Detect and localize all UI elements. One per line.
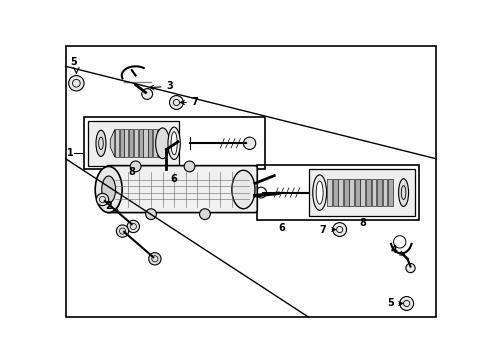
- Text: 2: 2: [105, 202, 119, 212]
- Polygon shape: [134, 130, 138, 157]
- Circle shape: [130, 161, 141, 172]
- Text: 6: 6: [278, 223, 285, 233]
- Text: 5: 5: [387, 298, 403, 309]
- Polygon shape: [371, 179, 376, 206]
- Polygon shape: [349, 179, 354, 206]
- Circle shape: [127, 220, 140, 233]
- Polygon shape: [344, 179, 348, 206]
- Text: 7: 7: [180, 98, 198, 108]
- Polygon shape: [139, 130, 143, 157]
- Circle shape: [199, 209, 210, 220]
- Polygon shape: [388, 179, 393, 206]
- Polygon shape: [361, 179, 365, 206]
- Circle shape: [97, 193, 109, 206]
- Bar: [88, 121, 179, 166]
- Ellipse shape: [96, 130, 106, 156]
- Bar: [309, 169, 415, 216]
- Polygon shape: [115, 130, 119, 157]
- Circle shape: [149, 253, 161, 265]
- Polygon shape: [148, 130, 152, 157]
- Polygon shape: [383, 179, 387, 206]
- Ellipse shape: [102, 176, 116, 203]
- Ellipse shape: [232, 170, 255, 209]
- Polygon shape: [327, 179, 332, 206]
- Ellipse shape: [95, 166, 122, 213]
- Ellipse shape: [313, 175, 327, 210]
- Text: 8: 8: [128, 167, 135, 177]
- Bar: [84, 117, 265, 170]
- Polygon shape: [110, 130, 115, 157]
- Polygon shape: [355, 179, 360, 206]
- Text: 4: 4: [391, 244, 404, 255]
- Bar: [257, 165, 419, 220]
- Ellipse shape: [171, 132, 177, 155]
- Polygon shape: [333, 179, 338, 206]
- Circle shape: [406, 264, 415, 273]
- Ellipse shape: [316, 181, 323, 204]
- Circle shape: [244, 137, 256, 149]
- Polygon shape: [124, 130, 128, 157]
- Circle shape: [170, 95, 183, 109]
- Polygon shape: [366, 179, 370, 206]
- Circle shape: [146, 209, 156, 220]
- Circle shape: [400, 297, 414, 310]
- Polygon shape: [339, 179, 343, 206]
- Polygon shape: [377, 179, 382, 206]
- Text: 5: 5: [71, 57, 77, 67]
- Polygon shape: [153, 130, 157, 157]
- Circle shape: [117, 225, 129, 237]
- Circle shape: [142, 89, 152, 99]
- FancyBboxPatch shape: [106, 166, 257, 213]
- Text: 8: 8: [359, 217, 366, 228]
- Polygon shape: [129, 130, 133, 157]
- Circle shape: [184, 161, 195, 172]
- Text: 7: 7: [320, 225, 336, 235]
- Circle shape: [333, 222, 346, 237]
- Ellipse shape: [156, 128, 170, 159]
- Polygon shape: [158, 130, 162, 157]
- Ellipse shape: [398, 179, 409, 206]
- Text: 6: 6: [171, 175, 177, 184]
- Text: 3: 3: [149, 81, 173, 91]
- Ellipse shape: [168, 127, 180, 159]
- Text: 1: 1: [67, 148, 74, 158]
- Polygon shape: [144, 130, 147, 157]
- Circle shape: [69, 76, 84, 91]
- Polygon shape: [120, 130, 123, 157]
